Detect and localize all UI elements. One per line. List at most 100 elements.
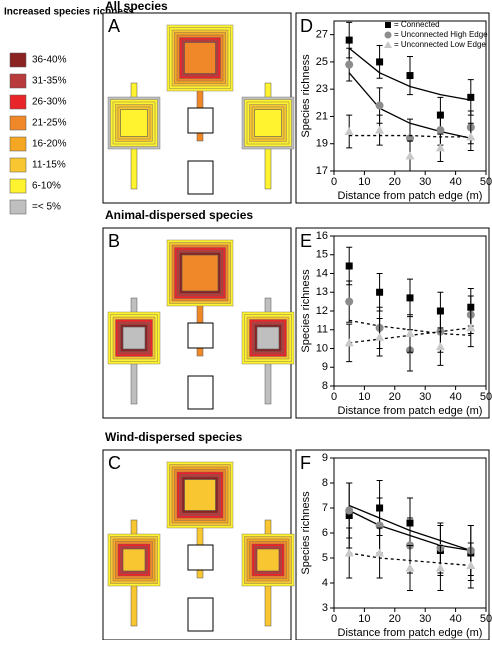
legend-label: 31-35% — [32, 76, 67, 87]
data-point — [406, 72, 414, 80]
data-point — [345, 262, 353, 270]
legend-swatch — [9, 178, 27, 194]
legend-swatch — [9, 115, 27, 131]
y-tick-label: 5 — [322, 552, 328, 564]
y-tick-label: 14 — [316, 267, 328, 279]
legend-marker — [384, 31, 392, 39]
legend-label: 36-40% — [32, 55, 67, 66]
y-tick-label: 13 — [316, 286, 328, 298]
y-tick-label: 3 — [322, 602, 328, 614]
data-point — [466, 323, 476, 332]
panel-letter: F — [300, 453, 311, 473]
patch-empty — [187, 597, 214, 632]
y-tick-label: 7 — [322, 502, 328, 514]
y-axis-label: Species richness — [300, 54, 312, 138]
patch-empty — [187, 375, 214, 410]
patch-empty — [187, 322, 214, 349]
x-tick-label: 20 — [389, 391, 401, 403]
x-tick-label: 0 — [331, 176, 337, 188]
data-point — [345, 297, 354, 306]
legend-swatch — [9, 94, 27, 110]
legend-label: = Unconnected Low Edge — [394, 40, 486, 49]
legend-swatch — [9, 52, 27, 68]
y-tick-label: 23 — [316, 83, 328, 95]
patch-empty — [187, 107, 214, 134]
patch-core — [120, 109, 148, 137]
data-point — [345, 36, 353, 44]
y-tick-label: 9 — [322, 361, 328, 373]
data-point — [405, 151, 415, 160]
data-point — [466, 132, 476, 141]
data-point — [344, 548, 354, 557]
x-tick-label: 40 — [449, 176, 461, 188]
trend-line — [349, 134, 471, 138]
data-point — [345, 506, 354, 515]
legend-label: = Unconnected High Edge — [394, 30, 488, 39]
panel-letter: D — [300, 16, 313, 36]
x-tick-label: 10 — [358, 613, 370, 625]
x-tick-label: 20 — [389, 613, 401, 625]
data-point — [375, 332, 385, 341]
data-point — [344, 338, 354, 347]
x-tick-label: 50 — [480, 176, 492, 188]
y-axis-label: Species richness — [300, 269, 312, 353]
x-tick-label: 30 — [419, 176, 431, 188]
patch-core — [122, 326, 146, 350]
legend-swatch — [9, 157, 27, 173]
legend-marker — [385, 22, 391, 28]
data-point — [467, 93, 475, 101]
legend-swatch — [9, 136, 27, 152]
patch-core — [184, 479, 216, 511]
x-tick-label: 20 — [389, 176, 401, 188]
y-tick-label: 19 — [316, 138, 328, 150]
data-point — [435, 143, 445, 152]
x-tick-label: 30 — [419, 391, 431, 403]
x-axis-label: Distance from patch edge (m) — [338, 627, 483, 639]
y-tick-label: 25 — [316, 56, 328, 68]
patch-core — [256, 326, 280, 350]
x-axis-label: Distance from patch edge (m) — [338, 405, 483, 417]
x-tick-label: 10 — [358, 391, 370, 403]
patch-empty — [187, 544, 214, 571]
x-tick-label: 0 — [331, 613, 337, 625]
data-point — [376, 288, 384, 296]
data-point — [375, 125, 385, 134]
y-tick-label: 9 — [322, 452, 328, 464]
y-tick-label: 12 — [316, 305, 328, 317]
data-point — [345, 60, 354, 69]
data-point — [405, 563, 415, 572]
y-tick-label: 4 — [322, 577, 328, 589]
legend-label: 21-25% — [32, 118, 67, 129]
data-point — [435, 563, 445, 572]
x-tick-label: 30 — [419, 613, 431, 625]
data-point — [344, 126, 354, 135]
legend-label: 6-10% — [32, 181, 61, 192]
y-tick-label: 17 — [316, 165, 328, 177]
panel-title: Animal-dispersed species — [105, 208, 253, 222]
legend-label: 11-15% — [32, 160, 66, 171]
patch-empty — [187, 160, 214, 195]
patch-core — [256, 548, 280, 572]
data-point — [435, 342, 445, 351]
data-point — [376, 58, 384, 66]
y-tick-label: 11 — [317, 324, 328, 336]
data-point — [436, 126, 445, 135]
legend-marker — [384, 41, 392, 48]
data-point — [375, 548, 385, 557]
y-tick-label: 27 — [316, 29, 328, 41]
x-tick-label: 40 — [449, 391, 461, 403]
legend-label: 16-20% — [32, 139, 67, 150]
y-tick-label: 6 — [322, 527, 328, 539]
patch-core — [181, 254, 219, 292]
legend-label: =< 5% — [32, 202, 61, 213]
x-tick-label: 50 — [480, 613, 492, 625]
panel-letter: C — [108, 453, 121, 473]
patch-core — [122, 548, 146, 572]
patch-core — [184, 42, 216, 74]
data-point — [375, 101, 384, 110]
panel-letter: E — [300, 231, 312, 251]
x-tick-label: 40 — [449, 613, 461, 625]
data-point — [405, 329, 415, 337]
panel-letter: B — [108, 231, 120, 251]
